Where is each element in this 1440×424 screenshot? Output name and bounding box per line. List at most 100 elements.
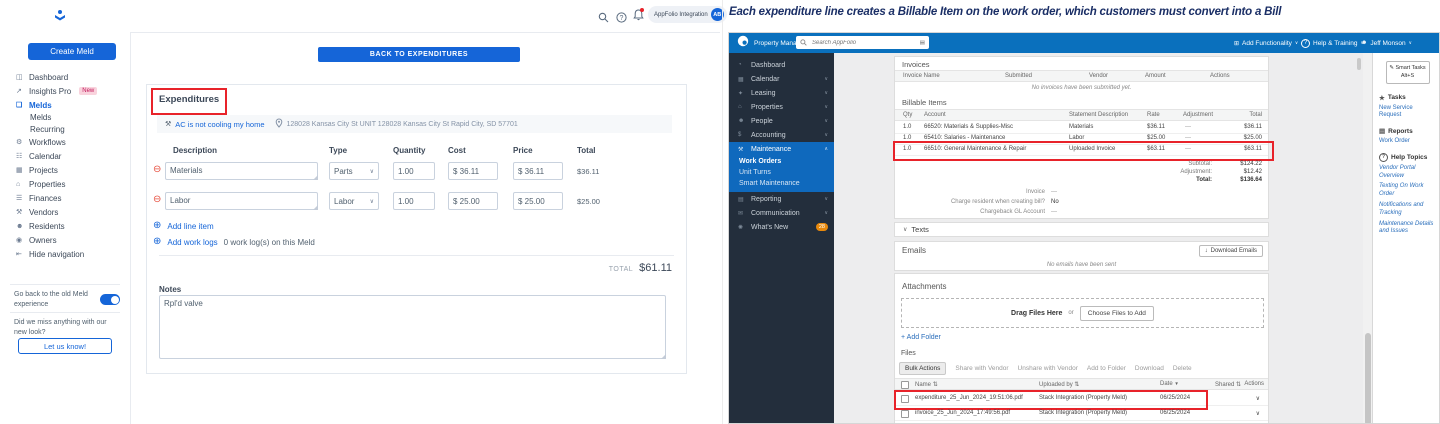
content-scrollbar-thumb[interactable]: [1357, 58, 1361, 70]
create-meld-button[interactable]: Create Meld: [28, 43, 116, 60]
meld-title-link[interactable]: AC is not cooling my home: [175, 119, 265, 129]
sort-by-uploaded-by[interactable]: Uploaded by ⇅: [1039, 381, 1079, 388]
menu-add-functionality[interactable]: ⊞ Add Functionality ∨: [1234, 33, 1298, 53]
nav-whats-new[interactable]: ✺ What's New 28: [729, 220, 834, 234]
help-link-maintenance-details[interactable]: Maintenance Details and Issues: [1379, 220, 1434, 235]
sidebar-item-owners[interactable]: ◉ Owners: [0, 233, 129, 247]
sidebar-item-hide-navigation[interactable]: ⇤ Hide navigation: [0, 247, 129, 261]
page-title: Expenditures: [159, 94, 220, 105]
price-input[interactable]: [513, 162, 563, 180]
nav-properties[interactable]: ⌂ Properties ∨: [729, 100, 834, 114]
sidebar-item-properties[interactable]: ⌂ Properties: [0, 177, 129, 191]
row-actions-caret[interactable]: ∨: [1255, 396, 1260, 402]
nav-smart-maintenance[interactable]: Smart Maintenance: [729, 178, 834, 189]
nav-maintenance[interactable]: ⚒ Maintenance ∧: [729, 142, 834, 156]
resize-handle[interactable]: [313, 205, 318, 210]
file-link[interactable]: invoice_25_Jun_2024_17:49:56.pdf: [915, 410, 1011, 416]
sidebar-item-calendar[interactable]: ☷ Calendar: [0, 149, 129, 163]
nav-calendar[interactable]: ▦ Calendar ∨: [729, 72, 834, 86]
nav-people[interactable]: ☻ People ∨: [729, 114, 834, 128]
let-us-know-button[interactable]: Let us know!: [18, 338, 112, 354]
sidebar-item-melds-sub[interactable]: Melds: [0, 112, 129, 124]
nav-accounting[interactable]: $ Accounting ∨: [729, 128, 834, 142]
menu-user[interactable]: ☻ Jeff Monson ∨: [1361, 33, 1412, 53]
global-search[interactable]: ▤: [796, 36, 929, 49]
scrollbar-track[interactable]: [1363, 53, 1372, 423]
notes-textarea[interactable]: Rpl'd valve: [159, 295, 666, 359]
sort-by-shared[interactable]: Shared ⇅: [1215, 381, 1241, 388]
new-service-request-link[interactable]: New Service Request: [1379, 104, 1413, 119]
sidebar-item-projects[interactable]: ▦ Projects: [0, 163, 129, 177]
menu-help-training[interactable]: ? Help & Training ∨: [1301, 33, 1364, 53]
star-icon: ★: [1379, 94, 1385, 102]
select-all-checkbox[interactable]: [901, 381, 909, 389]
resize-handle[interactable]: [313, 175, 318, 180]
download-button[interactable]: Download: [1134, 365, 1164, 372]
quantity-input[interactable]: [393, 192, 435, 210]
type-select[interactable]: Labor ∨: [329, 192, 379, 210]
sort-by-date[interactable]: Date ▼: [1160, 381, 1179, 387]
scrollbar-thumb[interactable]: [1364, 333, 1371, 423]
remove-line-icon[interactable]: ⊖: [153, 164, 162, 175]
type-select[interactable]: Parts ∨: [329, 162, 379, 180]
file-link[interactable]: expenditure_25_Jun_2024_19:51:06.pdf: [915, 395, 1023, 401]
description-input[interactable]: Materials: [165, 162, 318, 180]
help-link-vendor-portal[interactable]: Vendor Portal Overview: [1379, 164, 1416, 179]
add-work-logs-link[interactable]: ⊕ Add work logs 0 work log(s) on this Me…: [153, 237, 315, 247]
file-dropzone[interactable]: Drag Files Here or Choose Files to Add: [901, 298, 1264, 328]
delete-button[interactable]: Delete: [1172, 365, 1192, 372]
sidebar-item-recurring[interactable]: Recurring: [0, 124, 129, 136]
row-actions-caret[interactable]: ∨: [1255, 411, 1260, 417]
help-icon[interactable]: ?: [616, 10, 627, 28]
nav-work-orders[interactable]: Work Orders: [729, 156, 834, 167]
price-input[interactable]: [513, 192, 563, 210]
accounting-icon: $: [738, 132, 742, 138]
sidebar-item-vendors[interactable]: ⚒ Vendors: [0, 205, 129, 219]
choose-files-button[interactable]: Choose Files to Add: [1079, 305, 1154, 321]
remove-line-icon[interactable]: ⊖: [153, 194, 162, 205]
resize-handle[interactable]: [661, 354, 666, 359]
unshare-with-vendor-button[interactable]: Unshare with Vendor: [1017, 365, 1078, 372]
help-link-notifications[interactable]: Notifications and Tracking: [1379, 202, 1424, 216]
invoices-header-row: Invoice Name Submitted Vendor Amount Act…: [895, 70, 1268, 82]
share-with-vendor-button[interactable]: Share with Vendor: [955, 365, 1009, 372]
nav-unit-turns[interactable]: Unit Turns: [729, 167, 834, 178]
old-experience-toggle[interactable]: [100, 294, 120, 305]
account-pill[interactable]: AppFolio Integration AB: [648, 6, 727, 23]
sidebar-item-dashboard[interactable]: ◫ Dashboard: [0, 70, 129, 84]
sidebar-item-residents[interactable]: ☻ Residents: [0, 219, 129, 233]
search-input[interactable]: [810, 38, 917, 47]
help-link-texting[interactable]: Texting On Work Order: [1379, 183, 1424, 198]
work-order-report-link[interactable]: Work Order: [1379, 138, 1410, 145]
nav-label: People: [751, 117, 773, 125]
download-emails-button[interactable]: ↓ Download Emails: [1198, 245, 1263, 257]
add-line-item-link[interactable]: ⊕ Add line item: [153, 221, 214, 231]
nav-communication[interactable]: ✉ Communication ∨: [729, 206, 834, 220]
nav-dashboard[interactable]: ◔ Dashboard: [729, 58, 834, 72]
nav-leasing[interactable]: ✦ Leasing ∨: [729, 86, 834, 100]
add-folder-label[interactable]: + Add Folder: [901, 334, 941, 341]
cost-input[interactable]: [448, 192, 498, 210]
row-checkbox[interactable]: [901, 395, 909, 403]
sidebar-item-melds[interactable]: ❏ Melds: [0, 98, 129, 112]
cost-input[interactable]: [448, 162, 498, 180]
texts-section-toggle[interactable]: ∨ Texts: [894, 222, 1269, 237]
back-to-expenditures-button[interactable]: BACK TO EXPENDITURES: [318, 47, 520, 62]
description-input[interactable]: Labor: [165, 192, 318, 210]
quantity-input[interactable]: [393, 162, 435, 180]
row-checkbox[interactable]: [901, 410, 909, 418]
sidebar-item-finances[interactable]: ☰ Finances: [0, 191, 129, 205]
attachments-title: Attachments: [902, 282, 947, 291]
nav-label: Calendar: [751, 75, 780, 83]
sidebar-item-workflows[interactable]: ⚙ Workflows: [0, 135, 129, 149]
sidebar-item-insights-pro[interactable]: ↗ Insights Pro New: [0, 84, 129, 98]
smart-tasks-button[interactable]: ✎ Smart Tasks Alt+S: [1385, 61, 1430, 84]
search-icon[interactable]: [598, 10, 609, 28]
add-to-folder-button[interactable]: Add to Folder: [1086, 365, 1126, 372]
notifications-bell-icon[interactable]: [633, 8, 644, 27]
col-date: Date: [1160, 381, 1173, 387]
drag-files-label: Drag Files Here: [1011, 309, 1063, 317]
sort-by-name[interactable]: Name ⇅: [915, 381, 938, 388]
bulk-actions-button[interactable]: Bulk Actions: [899, 362, 947, 375]
nav-reporting[interactable]: ▤ Reporting ∨: [729, 192, 834, 206]
